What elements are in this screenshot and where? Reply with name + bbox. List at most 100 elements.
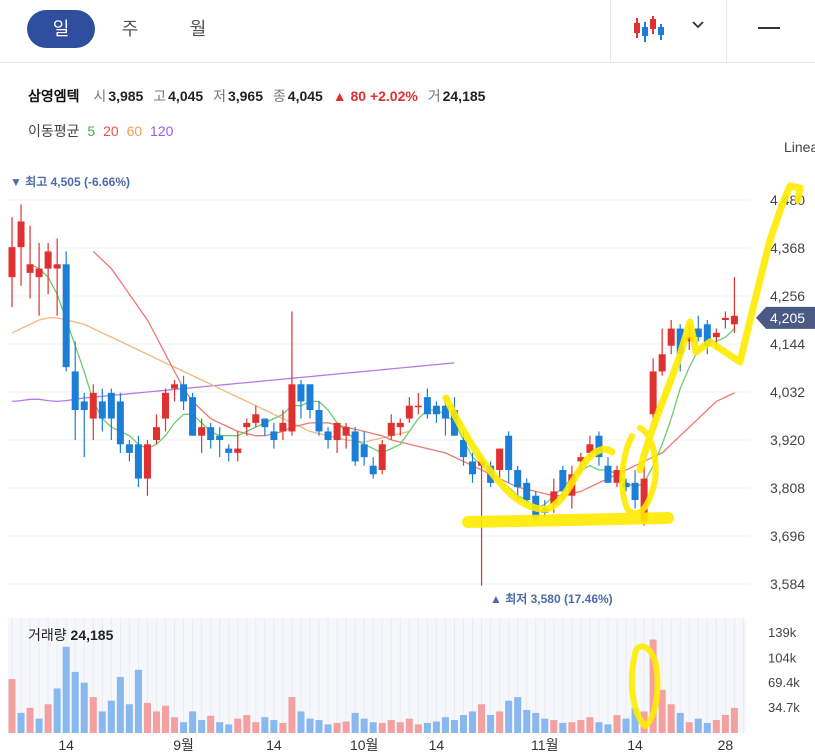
y-tick-label: 4,144 (770, 336, 805, 352)
open-label: 시 (93, 88, 107, 104)
x-tick-label: 14 (58, 737, 74, 752)
current-price-tag (756, 306, 815, 329)
volume-bar (107, 700, 115, 733)
menu-icon[interactable] (758, 27, 780, 29)
y-tick-label: 3,696 (770, 528, 805, 544)
candle-body (180, 384, 188, 402)
candle-body (450, 410, 458, 436)
candle-body (297, 384, 305, 402)
candle-body (360, 444, 368, 458)
volume-bar (171, 717, 179, 733)
candle-body (469, 461, 477, 475)
highlight-annotation (442, 182, 804, 729)
tab-week[interactable]: 주 (121, 19, 139, 39)
ma-20-line (92, 250, 735, 497)
candlestick-chart-icon[interactable] (633, 14, 665, 44)
candle-body (640, 478, 648, 522)
tab-month[interactable]: 월 (189, 19, 207, 39)
volume-bar (514, 697, 522, 733)
volume-bar (676, 712, 684, 733)
volume-bar (667, 704, 675, 733)
candle-body (62, 264, 70, 368)
y-tick-label: 4,032 (770, 384, 805, 400)
volume-bar (207, 715, 215, 733)
moving-average-label: 이동평균 (28, 123, 80, 139)
grid (8, 199, 750, 585)
candle-body (234, 448, 242, 453)
chevron-down-icon[interactable] (690, 17, 706, 33)
volume-bar (225, 724, 233, 733)
volume-bar (432, 721, 440, 733)
candle-body (369, 465, 377, 475)
candle-body (378, 444, 386, 470)
y-tick-label: 4,256 (770, 288, 805, 304)
candle-body (342, 427, 350, 436)
moving-average-legend[interactable]: 이동평균 5 20 60 120 (28, 121, 177, 141)
scale-mode-button[interactable]: Linea (784, 139, 815, 155)
tab-day[interactable]: 일 (27, 10, 95, 48)
candle-body (89, 392, 97, 419)
volume-bar (694, 718, 702, 733)
volume-bar (8, 679, 16, 733)
change-value: ▲ 80 (332, 88, 367, 104)
volume-bar (505, 700, 513, 733)
x-tick-label: 14 (627, 737, 643, 752)
candle-body (71, 371, 79, 410)
candle-body (703, 324, 711, 346)
candle-body (207, 427, 215, 440)
candle-body (107, 392, 115, 419)
volume-bar (460, 715, 467, 733)
y-tick-label: 3,920 (770, 432, 805, 448)
ma-120-line (11, 362, 455, 403)
volume-bar (17, 712, 25, 733)
candle-body (505, 435, 513, 470)
candle-body (405, 405, 413, 419)
volume-bar (333, 722, 341, 733)
volume-bar (189, 711, 197, 733)
candle-body (98, 401, 106, 419)
candle-body (17, 221, 25, 248)
candle-body (577, 457, 585, 462)
candle-body (387, 422, 395, 436)
candle-body (279, 422, 287, 432)
volume-bar (71, 671, 79, 733)
candle-body (721, 317, 729, 320)
candle-body (216, 435, 224, 440)
candle-body (162, 392, 170, 419)
volume-bar (360, 718, 368, 733)
stock-name: 삼영엠텍 (28, 88, 80, 104)
toolbar-divider (726, 0, 727, 62)
close-value: 4,045 (287, 88, 323, 104)
volume-bar (658, 689, 666, 733)
candle-body (604, 465, 612, 483)
volume-bar (198, 720, 206, 733)
volume-bar (180, 722, 188, 733)
candle-body (351, 431, 359, 462)
period-toolbar: 일 주 월 (0, 0, 815, 63)
candle-body (559, 470, 567, 492)
volume-tick-label: 34.7k (768, 700, 800, 715)
volume-bar (261, 717, 269, 733)
candle-body (134, 444, 142, 479)
candle-body (676, 328, 684, 355)
low-value: 3,965 (227, 88, 264, 104)
volume-bar (26, 707, 34, 733)
volume-bar (387, 720, 395, 733)
volume-bar (324, 724, 332, 733)
volume-bar (306, 718, 314, 733)
candle-body (595, 435, 603, 458)
volume-bar (143, 702, 151, 733)
candle-body (243, 422, 251, 428)
candle-body (53, 264, 61, 269)
volume-bar (586, 717, 594, 733)
candle-body (658, 354, 666, 372)
candle-body (730, 315, 738, 325)
volume-bar (577, 720, 585, 733)
volume-bar (541, 718, 549, 733)
highlight-stroke (628, 643, 661, 729)
y-tick-label: 3,808 (770, 480, 805, 496)
ma-60-label: 60 (126, 123, 143, 139)
volume-bar (450, 720, 458, 733)
x-tick-label: 10월 (350, 737, 378, 752)
